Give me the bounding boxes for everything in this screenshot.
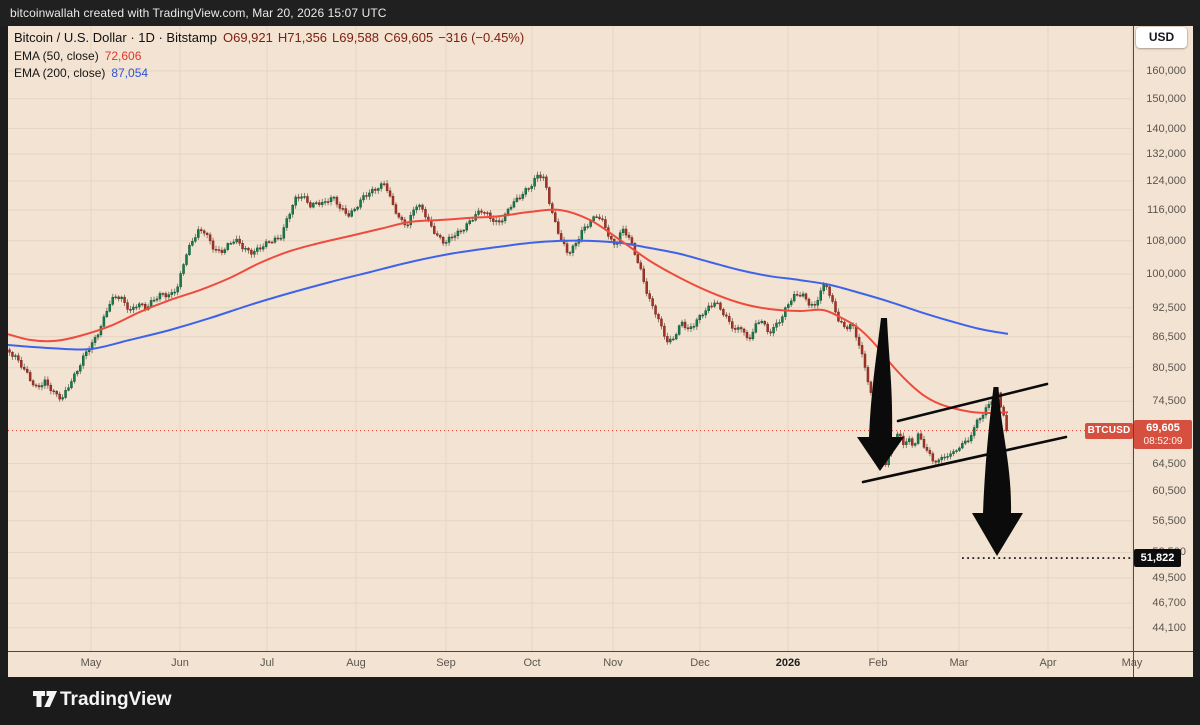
time-axis-label: May	[80, 657, 102, 669]
ohlc-high: H71,356	[277, 30, 328, 45]
price-tick-label: 132,000	[1146, 148, 1186, 160]
target-price-badge: 51,822	[1134, 549, 1181, 567]
time-axis-label: 2026	[775, 657, 801, 669]
time-axis-label: Feb	[868, 657, 888, 669]
ohlc-values: O69,921 H71,356 L69,588 C69,605 −316 (−0.45%…	[223, 30, 529, 45]
indicator-row-ema200[interactable]: EMA (200, close) 87,054	[14, 66, 529, 81]
attribution-bar: bitcoinwallah created with TradingView.c…	[0, 0, 1200, 26]
attribution-text: bitcoinwallah created with TradingView.c…	[10, 6, 387, 20]
price-line-symbol-badge: BTCUSD	[1085, 423, 1133, 439]
ohlc-close: C69,605	[384, 30, 434, 45]
last-price-value: 69,605	[1146, 422, 1180, 434]
price-tick-label: 46,700	[1152, 597, 1186, 609]
last-price-badge: 69,605 08:52:09	[1134, 420, 1192, 449]
price-tick-label: 92,500	[1152, 302, 1186, 314]
tradingview-logo-icon[interactable]	[33, 690, 57, 710]
time-axis-label: Jun	[171, 657, 189, 669]
ema200-label[interactable]: EMA (200, close)	[14, 66, 106, 80]
footer-bar: TradingView	[0, 677, 1200, 725]
ohlc-low: L69,588	[332, 30, 380, 45]
chart-legend: Bitcoin / U.S. Dollar · 1D · Bitstamp O69…	[14, 29, 529, 83]
bar-countdown: 08:52:09	[1143, 436, 1183, 447]
price-tick-label: 74,500	[1152, 395, 1186, 407]
price-tick-label: 150,000	[1146, 93, 1186, 105]
indicator-row-ema50[interactable]: EMA (50, close) 72,606	[14, 49, 529, 64]
time-axis-label: Dec	[690, 657, 710, 669]
price-tick-label: 80,500	[1152, 362, 1186, 374]
time-axis-label: Jul	[259, 657, 275, 669]
down-arrow-annotation	[857, 318, 904, 471]
price-tick-label: 160,000	[1146, 65, 1186, 77]
price-tick-label: 100,000	[1146, 268, 1186, 280]
time-axis-label: Aug	[346, 657, 366, 669]
ema200-value: 87,054	[111, 66, 149, 80]
price-tick-label: 140,000	[1146, 123, 1186, 135]
price-tick-label: 60,500	[1152, 485, 1186, 497]
symbol-row[interactable]: Bitcoin / U.S. Dollar · 1D · Bitstamp O69…	[14, 29, 529, 47]
ema50-value: 72,606	[104, 49, 142, 63]
symbol-title[interactable]: Bitcoin / U.S. Dollar · 1D · Bitstamp	[14, 30, 217, 45]
ema50-label[interactable]: EMA (50, close)	[14, 49, 99, 63]
price-tick-label: 124,000	[1146, 175, 1186, 187]
ohlc-change: −316 (−0.45%)	[438, 30, 525, 45]
price-tick-label: 86,500	[1152, 331, 1186, 343]
price-tick-label: 49,500	[1152, 572, 1186, 584]
price-tick-label: 56,500	[1152, 515, 1186, 527]
time-axis-label: Oct	[523, 657, 541, 669]
price-tick-label: 44,100	[1152, 622, 1186, 634]
price-tick-label: 108,000	[1146, 235, 1186, 247]
time-axis-border	[8, 651, 1193, 652]
ohlc-open: O69,921	[223, 30, 273, 45]
time-axis-label: Mar	[949, 657, 969, 669]
time-axis-label: Nov	[603, 657, 623, 669]
chart-background	[8, 26, 1193, 677]
down-arrow-annotation	[972, 387, 1023, 556]
time-axis-label: Sep	[436, 657, 456, 669]
tradingview-wordmark[interactable]: TradingView	[60, 689, 172, 710]
time-axis-label: Apr	[1039, 657, 1057, 669]
time-axis-label: May	[1121, 657, 1143, 669]
chart-plot-area[interactable]	[8, 26, 1133, 651]
price-tick-label: 64,500	[1152, 458, 1186, 470]
price-tick-label: 116,000	[1147, 204, 1186, 216]
currency-toggle-button[interactable]: USD	[1136, 27, 1187, 48]
price-axis-border	[1133, 26, 1134, 677]
